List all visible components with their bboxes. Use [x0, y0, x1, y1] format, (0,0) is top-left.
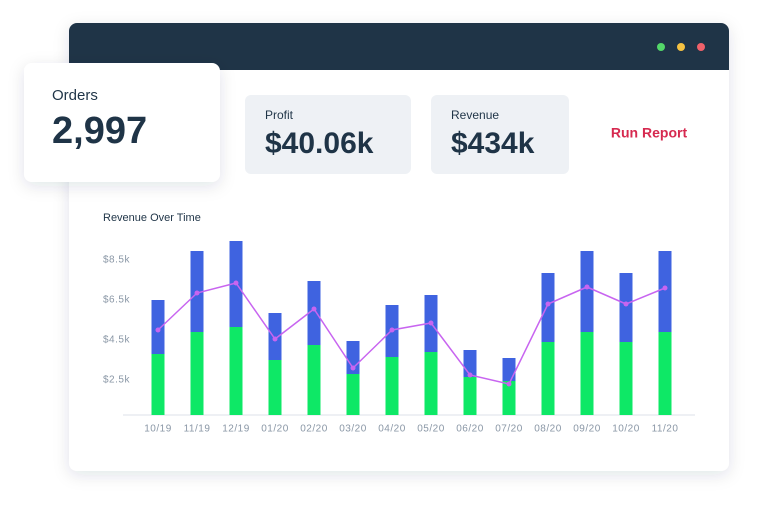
line-point	[155, 327, 161, 333]
bar-segment	[190, 332, 204, 415]
bar-segment	[268, 360, 282, 415]
x-tick-label: 12/19	[222, 424, 250, 435]
line-point	[233, 280, 239, 286]
bar-segment	[580, 332, 594, 415]
x-tick-label: 06/20	[456, 424, 484, 435]
x-tick-label: 02/20	[300, 424, 328, 435]
card-label: Profit	[265, 108, 294, 122]
bar-segment	[463, 377, 477, 415]
x-tick-label: 03/20	[339, 424, 367, 435]
x-tick-label: 10/20	[612, 424, 640, 435]
line-point	[272, 336, 278, 342]
x-tick-label: 01/20	[261, 424, 289, 435]
x-tick-label: 04/20	[378, 424, 406, 435]
y-tick-label: $6.5k	[103, 295, 130, 306]
x-tick-label: 05/20	[417, 424, 445, 435]
y-tick-label: $4.5k	[103, 335, 130, 346]
bar-segment	[658, 251, 672, 332]
bar-segment	[151, 300, 165, 354]
card-value: 2,997	[52, 110, 147, 152]
line-point	[584, 284, 590, 290]
bar-segment	[619, 342, 633, 415]
line-point	[506, 381, 512, 387]
card-label: Orders	[52, 87, 98, 104]
line-point	[311, 306, 317, 312]
line	[157, 282, 666, 385]
x-tick-label: 07/20	[495, 424, 523, 435]
line-point	[662, 285, 668, 291]
card-bg	[431, 95, 569, 174]
x-tick-label: 11/20	[652, 424, 679, 435]
x-tick-label: 11/19	[184, 424, 211, 435]
y-tick-label: $2.5k	[103, 375, 130, 386]
line-point	[389, 327, 395, 333]
bar-segment	[151, 354, 165, 415]
bar-segment	[346, 374, 360, 415]
card-value: $40.06k	[265, 127, 374, 160]
profit-card: Profit $40.06k	[245, 95, 411, 174]
y-tick-label: $8.5k	[103, 255, 130, 266]
line-point	[194, 290, 200, 296]
bar-segment	[307, 345, 321, 415]
card-bg	[245, 95, 411, 174]
x-tick-label: 08/20	[534, 424, 562, 435]
line-point	[623, 301, 629, 307]
x-tick-label: 09/20	[573, 424, 601, 435]
line-point	[428, 320, 434, 326]
x-tick-label: 10/19	[144, 424, 172, 435]
bar-segment	[658, 332, 672, 415]
bar-segment	[619, 273, 633, 342]
orders-card: Orders 2,997	[24, 63, 220, 182]
chart-title: Revenue Over Time	[103, 212, 201, 224]
window-dot[interactable]	[657, 43, 665, 51]
bar-segment	[424, 352, 438, 415]
bar-segment	[541, 273, 555, 342]
bar-segment	[229, 327, 243, 415]
window-dot[interactable]	[677, 43, 685, 51]
card-label: Revenue	[451, 108, 499, 122]
line-point	[350, 365, 356, 371]
run-report-button[interactable]: Run Report	[611, 125, 688, 141]
window-dot[interactable]	[697, 43, 705, 51]
bar-segment	[580, 251, 594, 332]
line-point	[545, 301, 551, 307]
line-point	[467, 372, 473, 378]
bar-segment	[307, 281, 321, 345]
card-bg	[24, 63, 220, 182]
bar-segment	[385, 357, 399, 415]
title-bar	[69, 23, 729, 70]
chart: $2.5k $4.5k $6.5k $8.5k 10/19 11/19 12/19 01/20…	[103, 241, 695, 435]
revenue-card: Revenue $434k	[431, 95, 569, 174]
card-value: $434k	[451, 127, 535, 160]
bar-segment	[502, 381, 516, 415]
bar-segment	[502, 358, 516, 381]
bar-segment	[541, 342, 555, 415]
